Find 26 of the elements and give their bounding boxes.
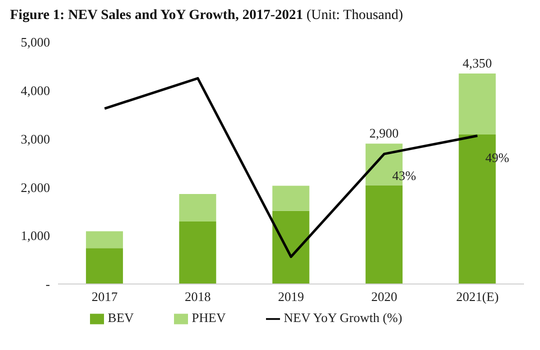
y-tick-label: 2,000 <box>20 180 50 195</box>
legend-label: BEV <box>108 310 134 325</box>
bar <box>272 210 310 284</box>
bar <box>272 186 310 211</box>
x-tick-label: 2018 <box>184 289 211 304</box>
bar <box>86 231 123 248</box>
y-tick-label: 4,000 <box>20 83 50 98</box>
x-tick-label: 2017 <box>92 289 118 304</box>
bar <box>366 185 403 284</box>
x-tick-label: 2020 <box>371 289 398 304</box>
bar <box>458 73 496 134</box>
y-tick-label: - <box>46 276 50 292</box>
bar <box>86 248 123 284</box>
y-tick-label: 3,000 <box>20 131 50 146</box>
legend-label: NEV YoY Growth (%) <box>284 310 402 325</box>
y-tick-label: 5,000 <box>20 34 50 50</box>
bar <box>179 194 216 222</box>
chart-subtitle: (Unit: Thousand) <box>305 8 404 23</box>
total-label: 4,350 <box>462 55 492 70</box>
bar <box>179 222 216 284</box>
chart-title: Figure 1: NEV Sales and YoY Growth, 2017-2021 <box>10 8 303 23</box>
x-tick-label: 2021(E) <box>456 289 499 304</box>
total-label: 2,900 <box>369 126 399 141</box>
legend-label: PHEV <box>192 310 226 325</box>
y-tick-label: 1,000 <box>20 228 50 244</box>
x-tick-label: 2019 <box>278 289 304 304</box>
